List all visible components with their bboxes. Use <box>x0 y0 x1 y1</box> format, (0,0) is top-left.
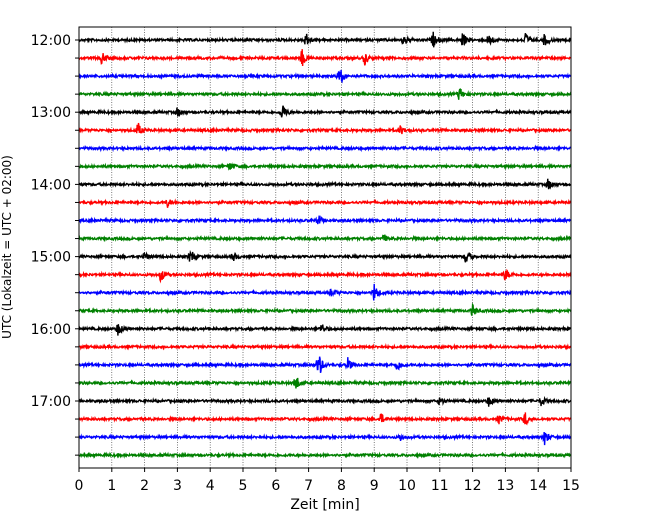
trace-1315 <box>78 122 572 135</box>
y-hour-label: 12:00 <box>31 33 71 49</box>
plot-frame <box>78 26 572 469</box>
trace-1515 <box>78 268 572 284</box>
x-tick-label: 9 <box>370 478 379 494</box>
trace-1245 <box>78 88 572 100</box>
trace-1445 <box>78 234 572 243</box>
trace-1745 <box>78 451 572 460</box>
x-tick-label: 5 <box>239 478 248 494</box>
trace-1615 <box>78 342 572 351</box>
trace-1700 <box>78 395 572 407</box>
trace-1230 <box>78 69 572 84</box>
y-hour-label: 14:00 <box>31 177 71 193</box>
trace-1415 <box>78 198 572 208</box>
trace-1715 <box>78 412 572 426</box>
x-tick-label: 2 <box>140 478 149 494</box>
x-tick-label: 3 <box>173 478 182 494</box>
x-axis-ticks: 0 1 2 3 4 5 6 7 8 9 10 11 12 13 14 15 <box>75 468 580 494</box>
trace-1400 <box>78 178 572 190</box>
seismic-traces <box>78 31 572 460</box>
y-hour-label: 13:00 <box>31 105 71 121</box>
y-axis-title: UTC (Lokalzeit = UTC + 02:00) <box>0 155 14 339</box>
x-tick-label: 15 <box>562 478 580 494</box>
vertical-gridlines <box>111 27 539 468</box>
x-tick-label: 14 <box>529 478 547 494</box>
trace-1645 <box>78 377 572 389</box>
trace-1545 <box>78 302 572 316</box>
x-axis-title: Zeit [min] <box>290 497 359 513</box>
trace-1215 <box>78 49 572 67</box>
x-tick-label: 13 <box>496 478 514 494</box>
trace-1345 <box>78 162 572 171</box>
x-tick-label: 11 <box>431 478 449 494</box>
trace-1500 <box>78 249 572 263</box>
x-tick-label: 10 <box>398 478 416 494</box>
y-hour-label: 17:00 <box>31 394 71 410</box>
x-tick-label: 12 <box>464 478 482 494</box>
y-axis-ticks: 12:00 13:00 14:00 15:00 16:00 17:00 <box>31 33 79 456</box>
trace-1430 <box>78 215 572 225</box>
trace-1330 <box>78 144 572 153</box>
x-tick-label: 6 <box>271 478 280 494</box>
y-hour-label: 15:00 <box>31 250 71 266</box>
x-tick-label: 0 <box>75 478 84 494</box>
trace-1630 <box>78 356 572 374</box>
x-tick-label: 8 <box>337 478 346 494</box>
trace-1730 <box>78 431 572 446</box>
trace-1530 <box>78 283 572 301</box>
trace-1200 <box>78 31 572 48</box>
x-tick-label: 4 <box>206 478 215 494</box>
x-tick-label: 1 <box>107 478 116 494</box>
x-tick-label: 7 <box>304 478 313 494</box>
trace-1600 <box>78 324 572 336</box>
trace-1300 <box>78 105 572 118</box>
y-hour-label: 16:00 <box>31 322 71 338</box>
